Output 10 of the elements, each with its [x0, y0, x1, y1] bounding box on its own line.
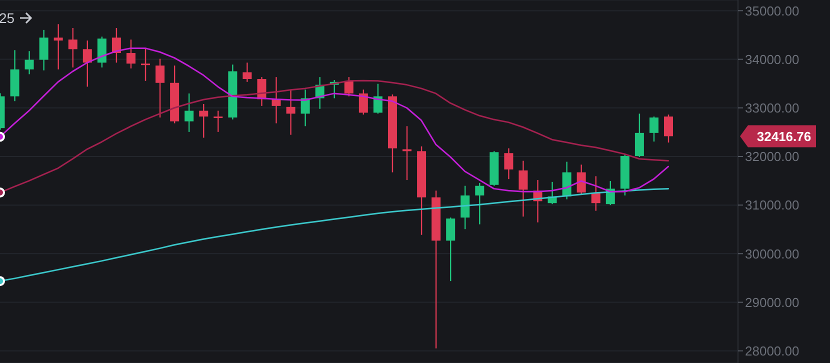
- y-tick-label: 28000.00: [745, 343, 800, 358]
- y-tick-label: 35000.00: [745, 3, 800, 18]
- y-tick-label: 31000.00: [745, 198, 800, 213]
- y-tick-label: 29000.00: [745, 294, 800, 310]
- y-tick-label: 33000.00: [745, 100, 800, 116]
- y-tick-label: 32000.00: [745, 149, 800, 164]
- text: 32416.76: [756, 129, 812, 144]
- y-tick-label: 34000.00: [745, 52, 800, 67]
- annotation: 25: [0, 10, 15, 26]
- y-tick-label: 30000.00: [745, 246, 800, 262]
